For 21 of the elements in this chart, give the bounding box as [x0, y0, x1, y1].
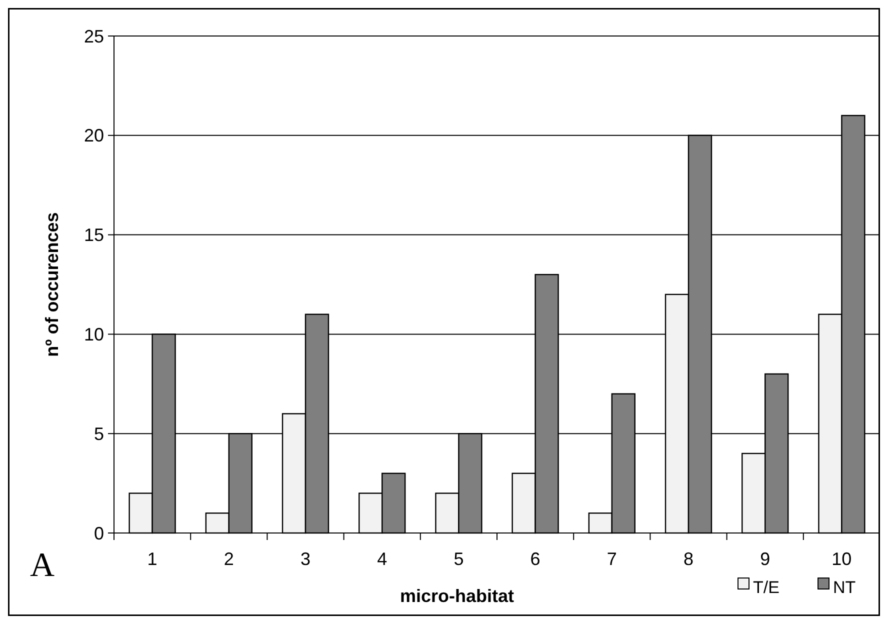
y-tick-label: 25	[84, 26, 104, 46]
y-axis-title: nº of occurences	[42, 212, 62, 357]
x-tick-label: 6	[530, 549, 540, 569]
x-tick-label: 9	[760, 549, 770, 569]
y-tick-label: 10	[84, 324, 104, 344]
x-tick-label: 5	[454, 549, 464, 569]
x-tick-label: 10	[832, 549, 852, 569]
y-tick-label: 15	[84, 225, 104, 246]
y-tick-label: 0	[94, 523, 104, 544]
legend-label: T/E	[753, 578, 780, 598]
x-axis-title: micro-habitat	[400, 586, 514, 606]
x-tick-label: 4	[377, 549, 388, 569]
y-tick-label: 20	[84, 126, 104, 146]
legend-label: NT	[833, 578, 856, 598]
text: A	[30, 547, 55, 584]
x-tick-label: 1	[147, 549, 158, 569]
x-tick-label: 3	[300, 549, 311, 569]
x-tick-label: 7	[606, 549, 617, 569]
x-tick-label: 8	[683, 549, 694, 569]
x-tick-label: 2	[224, 549, 234, 569]
y-tick-label: 5	[94, 424, 104, 444]
